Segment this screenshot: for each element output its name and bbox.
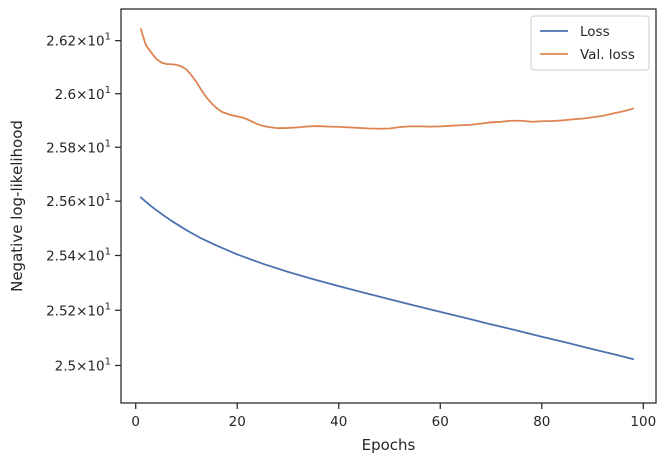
- y-tick-label: 2.58×101: [46, 138, 111, 156]
- y-tick-label: 2.62×101: [46, 32, 111, 50]
- y-tick-label: 2.6×101: [55, 85, 111, 103]
- y-axis-label: Negative log-likelihood: [8, 120, 26, 292]
- legend-label-val-loss: Val. loss: [580, 47, 635, 63]
- x-tick-label: 80: [533, 414, 550, 430]
- x-tick-label: 100: [630, 414, 656, 430]
- series-line-0: [139, 196, 635, 361]
- x-tick-label: 40: [330, 414, 347, 430]
- y-tick-label: 2.54×101: [46, 247, 111, 265]
- x-axis: 0 20 40 60 80 100: [131, 403, 656, 430]
- x-tick-label: 0: [131, 414, 140, 430]
- y-tick-label: 2.56×101: [46, 192, 111, 210]
- y-tick-label: 2.52×101: [46, 301, 111, 319]
- x-axis-label: Epochs: [362, 436, 416, 454]
- y-tick-label: 2.5×101: [55, 356, 111, 374]
- x-tick-label: 20: [229, 414, 246, 430]
- y-axis: 2.5×101 2.52×101 2.54×101 2.56×101 2.58×101 2…: [46, 32, 121, 374]
- plot-marks: [139, 28, 635, 361]
- plot-frame: [120, 8, 657, 404]
- legend-label-loss: Loss: [580, 24, 610, 40]
- legend: Loss Val. loss: [530, 15, 650, 71]
- x-tick-label: 60: [432, 414, 449, 430]
- legend-box: [530, 15, 650, 71]
- series-line-1: [139, 28, 635, 130]
